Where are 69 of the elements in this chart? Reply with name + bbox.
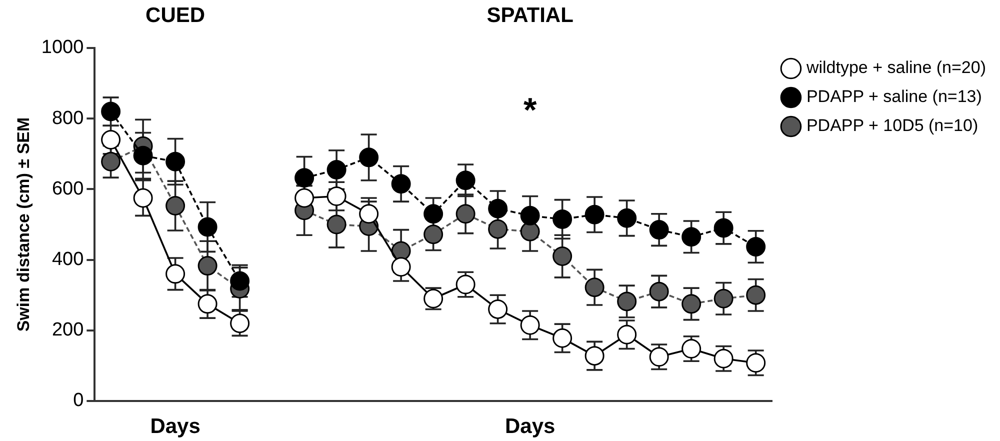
point bbox=[326, 186, 346, 206]
point bbox=[682, 339, 702, 359]
point bbox=[230, 271, 250, 291]
point bbox=[456, 170, 476, 190]
point bbox=[552, 209, 572, 229]
point bbox=[552, 328, 572, 348]
point bbox=[133, 146, 153, 166]
point bbox=[649, 220, 669, 240]
point bbox=[746, 236, 766, 256]
legend-label: PDAPP + saline (n=13) bbox=[806, 87, 982, 106]
legend-label: wildtype + saline (n=20) bbox=[805, 58, 986, 78]
y-tick-label: 1000 bbox=[41, 37, 84, 58]
point bbox=[456, 274, 476, 294]
point bbox=[326, 160, 346, 180]
x-axis-title: Days bbox=[150, 414, 200, 438]
point bbox=[391, 257, 411, 277]
point bbox=[714, 348, 734, 368]
point bbox=[198, 294, 218, 314]
point bbox=[714, 218, 734, 238]
point bbox=[326, 214, 346, 234]
point bbox=[682, 227, 702, 247]
text: SPATIAL bbox=[486, 4, 574, 27]
point bbox=[520, 206, 540, 226]
point bbox=[584, 346, 604, 366]
point bbox=[101, 130, 121, 150]
point bbox=[520, 222, 540, 242]
text: CUED bbox=[146, 4, 206, 27]
point bbox=[617, 292, 637, 312]
point bbox=[456, 204, 476, 224]
y-tick-label: 600 bbox=[52, 178, 84, 200]
y-tick-label: 200 bbox=[52, 320, 84, 341]
point bbox=[101, 152, 121, 172]
point bbox=[294, 168, 314, 188]
point bbox=[166, 152, 186, 172]
point bbox=[746, 285, 766, 305]
point bbox=[166, 264, 186, 284]
point bbox=[682, 294, 702, 314]
annotation: * bbox=[523, 91, 538, 130]
text: Days bbox=[504, 414, 556, 438]
point bbox=[391, 174, 411, 194]
point bbox=[488, 219, 508, 239]
point bbox=[294, 188, 314, 208]
point bbox=[101, 102, 121, 122]
point bbox=[714, 288, 734, 308]
point bbox=[617, 208, 637, 228]
point bbox=[166, 196, 186, 216]
point bbox=[520, 315, 540, 335]
point bbox=[488, 299, 508, 319]
point bbox=[359, 204, 379, 224]
point bbox=[649, 282, 669, 302]
point bbox=[552, 246, 572, 266]
point bbox=[424, 204, 444, 224]
point bbox=[617, 324, 637, 344]
y-tick-label: 400 bbox=[52, 249, 84, 270]
y-tick-label: 0 bbox=[73, 390, 84, 412]
point bbox=[649, 347, 669, 367]
point bbox=[746, 353, 766, 373]
y-axis-title: Swim distance (cm) ± SEM bbox=[14, 117, 33, 332]
y-tick-label: 800 bbox=[52, 108, 84, 129]
point bbox=[359, 148, 379, 168]
point bbox=[198, 256, 218, 276]
point bbox=[424, 224, 444, 244]
point bbox=[230, 314, 250, 334]
point bbox=[584, 278, 604, 298]
point bbox=[584, 204, 604, 224]
point bbox=[488, 198, 508, 218]
point bbox=[198, 217, 218, 237]
legend-label: PDAPP + 10D5 (n=10) bbox=[806, 116, 978, 136]
point bbox=[133, 188, 153, 208]
